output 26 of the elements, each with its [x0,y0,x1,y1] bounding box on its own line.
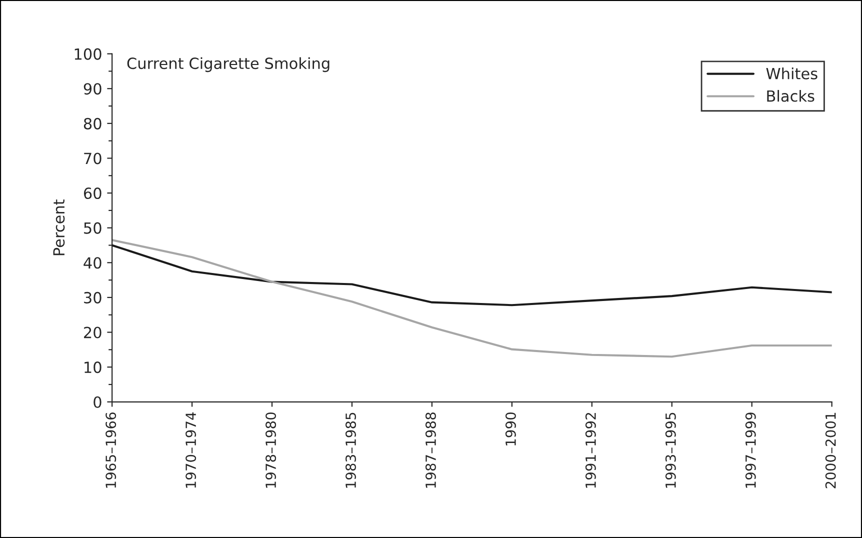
x-tick-label: 1983–1985 [346,412,356,488]
x-tick-label: 1991–1992 [585,413,596,488]
y-tick-label: 40 [84,257,102,269]
y-tick-label: 10 [84,362,102,374]
line-series [112,238,832,358]
y-tick-label: 70 [84,152,102,164]
y-tick-label: 50 [84,222,102,234]
x-tick-label: 1970–1974 [186,412,196,488]
legend-label: Blacks [767,90,814,102]
y-tick-label: 60 [84,188,102,200]
x-tick-label: 1990 [505,412,516,446]
x-tick-label: 1993–1995 [665,412,676,488]
legend-label: Whites [766,68,818,80]
y-tick-label: 20 [84,326,102,338]
x-tick-label: 1978–1980 [266,412,276,488]
y-tick-label: 90 [84,83,102,95]
y-tick-label: 0 [94,396,102,408]
y-tick-label: 30 [84,292,102,304]
x-tick-label: 1987–1988 [425,412,436,488]
y-axis-title: Percent [53,199,65,256]
x-tick-label: 2000–2001 [825,412,836,488]
x-tick-label: 1965–1966 [106,412,116,488]
chart-title: Current Cigarette Smoking [127,57,330,72]
y-tick-label: 80 [84,118,102,130]
x-tick-label: 1997–1999 [745,412,756,488]
y-tick-label: 100 [74,48,102,60]
